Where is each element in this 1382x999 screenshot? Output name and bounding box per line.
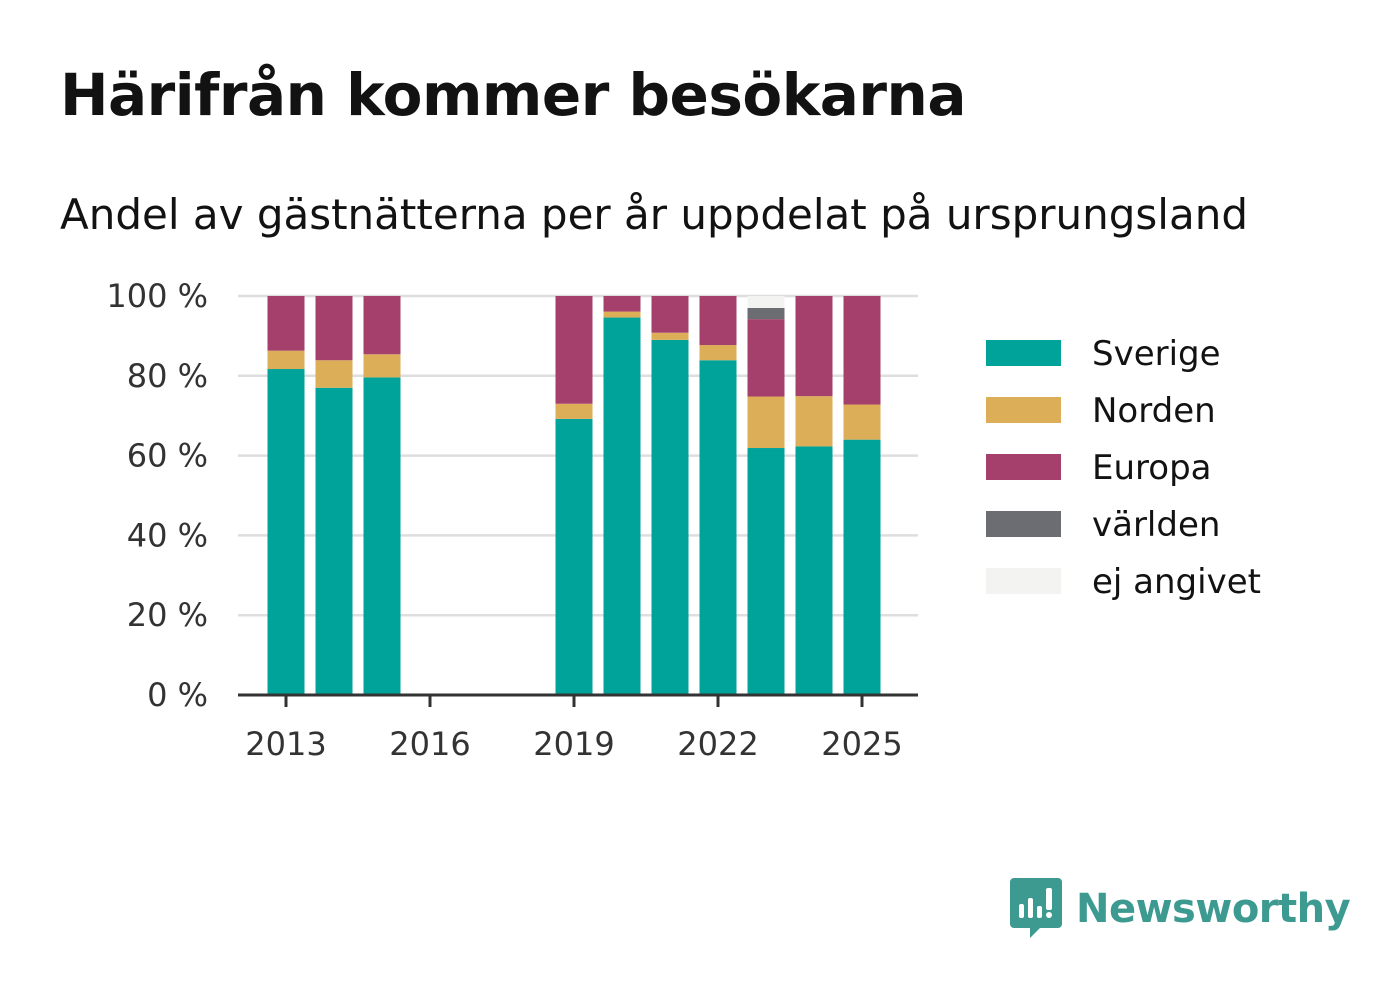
legend-label: ej angivet xyxy=(1092,562,1261,602)
x-tick-label: 2016 xyxy=(389,725,470,763)
bar-segment-europa-2023 xyxy=(747,319,785,397)
bar-segment-sverige-2014 xyxy=(315,387,353,695)
bar-segment-ej-angivet-2023 xyxy=(747,296,785,308)
x-tick-label: 2022 xyxy=(677,725,758,763)
bar-segment-europa-2021 xyxy=(651,296,689,333)
x-tick-label: 2013 xyxy=(245,725,326,763)
bar-segment-sverige-2025 xyxy=(843,439,881,695)
bar-segment-sverige-2023 xyxy=(747,448,785,695)
bar-segment-sverige-2019 xyxy=(555,418,593,695)
legend-label: världen xyxy=(1092,505,1220,545)
legend-swatch xyxy=(986,568,1061,594)
legend-swatch xyxy=(986,340,1061,366)
bar-segment-sverige-2013 xyxy=(267,369,305,695)
bar-segment-norden-2015 xyxy=(363,354,401,378)
x-tick-label: 2025 xyxy=(821,725,902,763)
bar-segment-europa-2020 xyxy=(603,296,641,312)
bar-segment-europa-2014 xyxy=(315,296,353,361)
bar-segment-norden-2013 xyxy=(267,350,305,370)
bar-segment-norden-2021 xyxy=(651,332,689,340)
newsworthy-icon xyxy=(1010,878,1062,938)
bar-segment-norden-2023 xyxy=(747,396,785,449)
bar-segment-norden-2022 xyxy=(699,345,737,361)
legend-label: Sverige xyxy=(1092,334,1221,374)
bar-segment-sverige-2015 xyxy=(363,377,401,695)
bar-segment-världen-2023 xyxy=(747,307,785,320)
bar-segment-norden-2025 xyxy=(843,404,881,440)
y-tick-label: 0 % xyxy=(147,676,208,714)
axes: 0 % 20 % 40 % 60 % 80 % 100 % 2013 2016 2019 2022… xyxy=(106,277,918,763)
legend: Sverige Norden Europa världen ej angivet xyxy=(986,334,1261,602)
bar-segment-sverige-2024 xyxy=(795,446,833,695)
y-tick-label: 100 % xyxy=(106,277,208,315)
bar-segment-europa-2024 xyxy=(795,296,833,397)
brand-name: Newsworthy xyxy=(1076,886,1351,932)
bar-segment-europa-2019 xyxy=(555,296,593,404)
legend-swatch xyxy=(986,511,1061,537)
bar-segment-europa-2022 xyxy=(699,296,737,346)
y-tick-label: 40 % xyxy=(127,516,208,554)
bar-segment-norden-2024 xyxy=(795,396,833,447)
legend-label: Europa xyxy=(1092,448,1211,488)
legend-label: Norden xyxy=(1092,391,1216,431)
bar-segment-sverige-2020 xyxy=(603,317,641,695)
newsworthy-logo: Newsworthy xyxy=(1010,878,1351,940)
chart-title: Härifrån kommer besökarna xyxy=(60,61,966,129)
y-tick-label: 80 % xyxy=(127,357,208,395)
bar-segment-norden-2014 xyxy=(315,360,353,388)
bars xyxy=(267,296,881,695)
y-tick-label: 20 % xyxy=(127,596,208,634)
bar-segment-norden-2020 xyxy=(603,311,641,318)
legend-swatch xyxy=(986,454,1061,480)
bar-segment-norden-2019 xyxy=(555,403,593,419)
bar-segment-sverige-2022 xyxy=(699,360,737,695)
legend-swatch xyxy=(986,397,1061,423)
x-tick-label: 2019 xyxy=(533,725,614,763)
y-tick-label: 60 % xyxy=(127,437,208,475)
bar-segment-europa-2013 xyxy=(267,296,305,351)
chart-subtitle: Andel av gästnätterna per år uppdelat på… xyxy=(60,190,1248,239)
bar-segment-europa-2015 xyxy=(363,296,401,355)
bar-segment-sverige-2021 xyxy=(651,339,689,695)
bar-segment-europa-2025 xyxy=(843,296,881,405)
